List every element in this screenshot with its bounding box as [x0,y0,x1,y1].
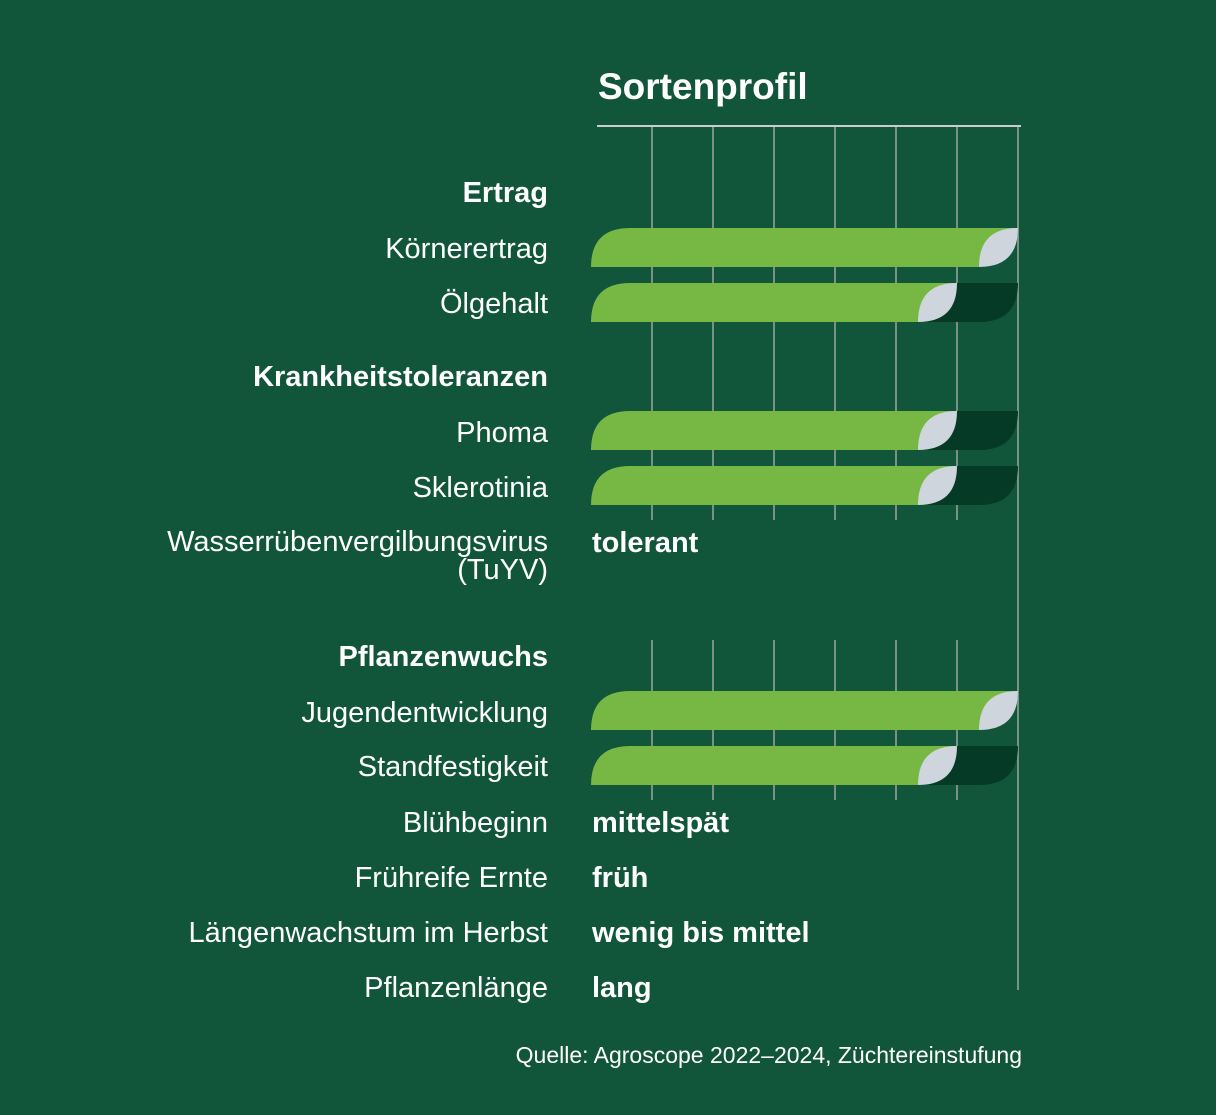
row-value-bluehbeginn: mittelspät [592,807,729,839]
bar-leaf-phoma [918,411,957,450]
bar-leaf-ölgehalt [918,283,957,322]
row-value-tuyv: tolerant [592,527,699,559]
source-note: Quelle: Agroscope 2022–2024, Züchtereins… [515,1042,1022,1068]
bar-leaf-standfestigkeit [918,746,957,785]
row-label-bluehbeginn: Blühbeginn [402,807,548,839]
row-label-oelgehalt: Ölgehalt [439,288,548,320]
row-label-jugendentwicklung: Jugendentwicklung [301,697,548,729]
bar-leaf-körnerertrag [979,228,1018,267]
bar-leaf-jugendentwicklung [979,691,1018,730]
bar-leaf-sklerotinia [918,466,957,505]
row-label-laengenwachstum: Längenwachstum im Herbst [188,917,548,949]
section-label-ertrag: Ertrag [462,177,548,209]
row-label-fruehreife-ernte: Frühreife Ernte [354,862,548,894]
row-value-laengenwachstum: wenig bis mittel [592,917,810,949]
bar-jugendentwicklung [591,691,1018,730]
row-value-fruehreife-ernte: früh [592,862,649,894]
section-label-krankheitstoleranzen: Krankheitstoleranzen [253,361,548,393]
row-value-pflanzenlaenge: lang [592,972,652,1004]
row-label-sklerotinia: Sklerotinia [412,472,548,504]
row-label-koernerertrag: Körnerertrag [385,233,548,265]
bar-standfestigkeit [591,746,957,785]
row-label-phoma: Phoma [456,417,548,449]
bar-sklerotinia [591,466,957,505]
row-label-pflanzenlaenge: Pflanzenlänge [364,972,548,1004]
row-label-standfestigkeit: Standfestigkeit [357,751,548,783]
bar-körnerertrag [591,228,1018,267]
chart-title: Sortenprofil [598,66,808,107]
bar-ölgehalt [591,283,957,322]
row-label-tuyv: Wasserrübenvergilbungsvirus (TuYV) [167,526,548,586]
section-label-pflanzenwuchs: Pflanzenwuchs [338,641,549,673]
bar-phoma [591,411,957,450]
